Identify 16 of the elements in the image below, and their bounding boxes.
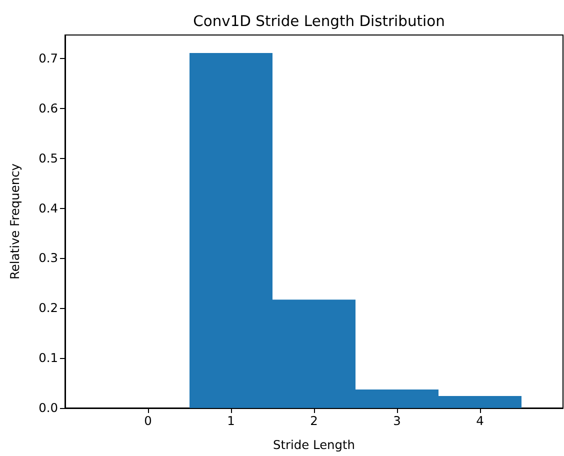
- y-tick-label: 0.2: [38, 301, 58, 316]
- chart-title: Conv1D Stride Length Distribution: [193, 13, 445, 30]
- y-tick-label: 0.6: [38, 101, 58, 116]
- y-tick-label: 0.0: [38, 401, 58, 415]
- x-tick-label: 0: [144, 414, 152, 428]
- x-tick-label: 3: [393, 414, 401, 428]
- y-tick-label: 0.7: [38, 51, 58, 66]
- x-tick-label: 2: [310, 414, 318, 428]
- y-tick-label: 0.3: [38, 251, 58, 266]
- y-tick-label: 0.4: [38, 201, 58, 216]
- x-tick-label: 4: [476, 414, 484, 428]
- x-axis-title: Stride Length: [272, 438, 356, 452]
- y-axis-title: Relative Frequency: [8, 164, 22, 280]
- x-tick-label: 1: [227, 414, 235, 428]
- y-tick-label: 0.5: [38, 151, 58, 166]
- y-tick-label: 0.1: [38, 351, 58, 366]
